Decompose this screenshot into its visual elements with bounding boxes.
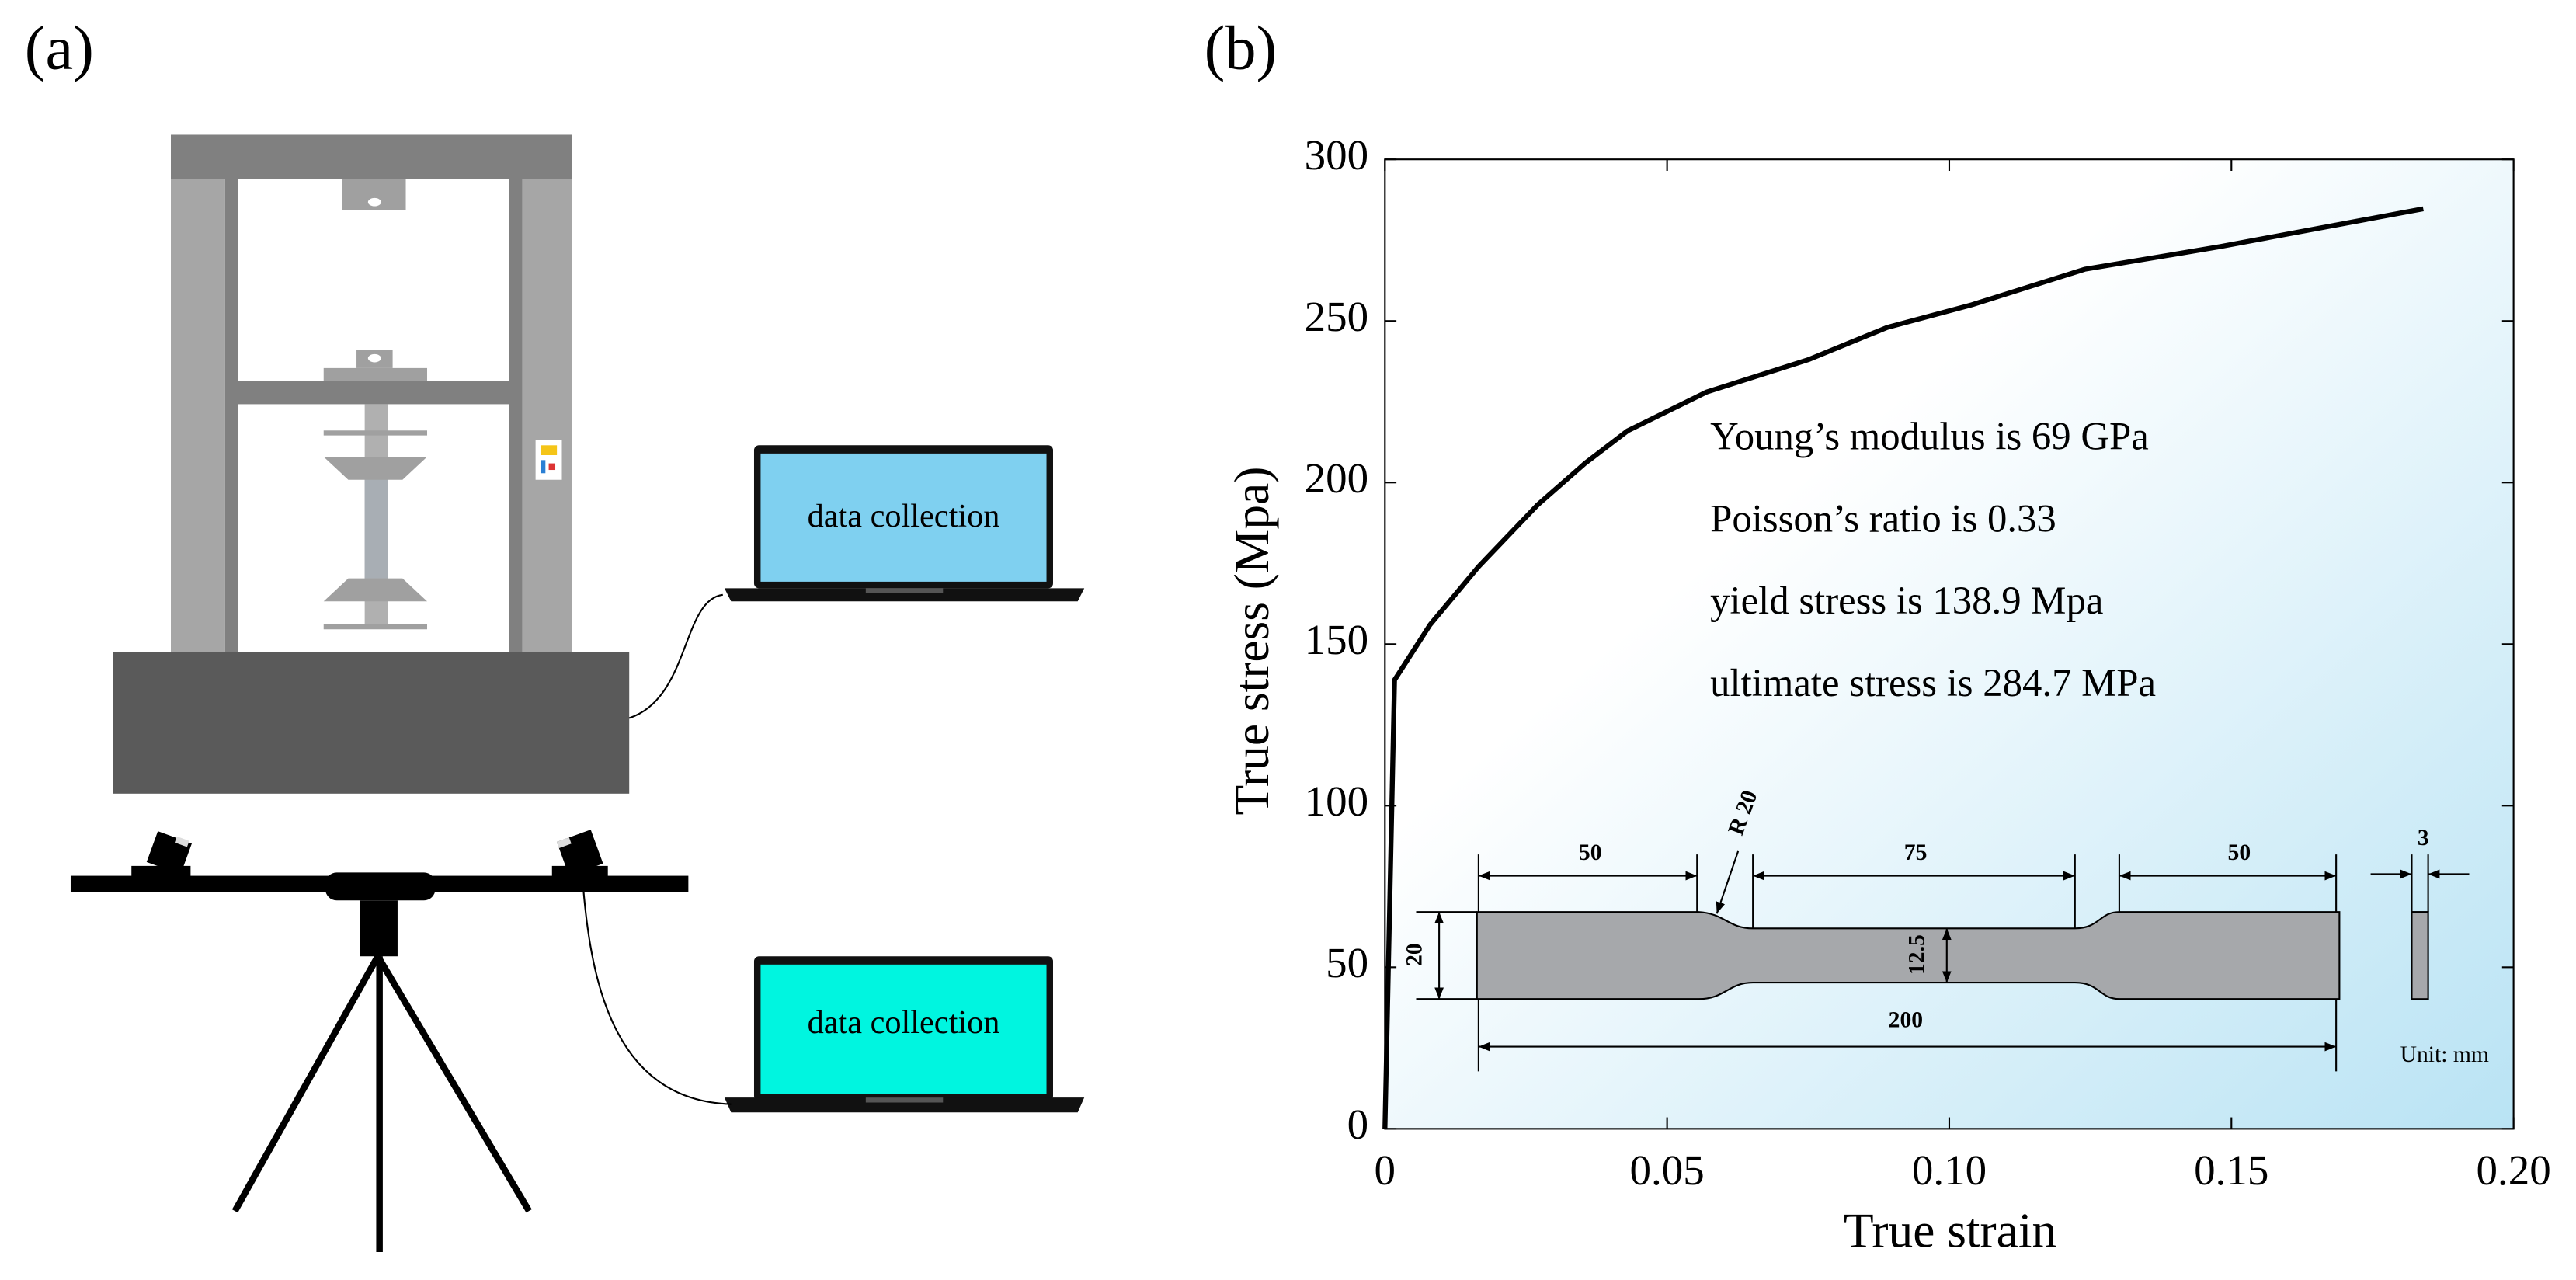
annotation: Young’s modulus is 69 GPa (1710, 415, 2149, 458)
annotation: Poisson’s ratio is 0.33 (1710, 496, 2056, 540)
x-tick-label: 0.10 (1912, 1146, 1987, 1194)
dimension-label: 12.5 (1905, 934, 1930, 975)
y-tick-label: 50 (1326, 939, 1368, 986)
y-axis-title: True stress (Mpa) (1224, 467, 1279, 816)
screen-label: data collection (808, 1004, 1000, 1041)
dimension-label: 3 (2418, 826, 2429, 850)
x-axis-title: True strain (1844, 1202, 2056, 1257)
x-tick-label: 0.20 (2476, 1146, 2550, 1194)
testing-machine (113, 134, 723, 794)
dimension-label: 75 (1904, 840, 1928, 865)
dimension-label: 200 (1889, 1008, 1923, 1033)
y-tick-label: 300 (1305, 131, 1368, 179)
unit-label: Unit: mm (2400, 1042, 2489, 1067)
x-tick-label: 0 (1375, 1146, 1396, 1194)
panel-label: (b) (1205, 13, 1278, 82)
annotation: yield stress is 138.9 Mpa (1710, 579, 2103, 622)
y-tick-label: 200 (1305, 454, 1368, 502)
panel-label: (a) (25, 13, 94, 82)
y-tick-label: 0 (1347, 1101, 1368, 1148)
y-tick-label: 250 (1305, 293, 1368, 340)
y-tick-label: 100 (1305, 777, 1368, 825)
laptop: data collection (724, 445, 1085, 602)
x-tick-label: 0.05 (1630, 1146, 1705, 1194)
specimen-drawing: 50 R 20 75 50 20 12.5 200 3 Unit: mm (1402, 788, 2489, 1072)
camera-tripod (70, 830, 732, 1253)
laptop: data collection (724, 956, 1085, 1113)
x-tick-label: 0.15 (2194, 1146, 2268, 1194)
stress-strain-curve (1382, 206, 2424, 1129)
dimension-label: 50 (1579, 840, 1602, 865)
dimension-label: 20 (1402, 943, 1427, 966)
y-tick-label: 150 (1305, 616, 1368, 663)
annotations: Young’s modulus is 69 GPa Poisson’s rati… (1710, 415, 2156, 704)
screen-label: data collection (808, 498, 1000, 534)
dimension-label: 50 (2228, 840, 2251, 865)
annotation: ultimate stress is 284.7 MPa (1710, 661, 2156, 704)
